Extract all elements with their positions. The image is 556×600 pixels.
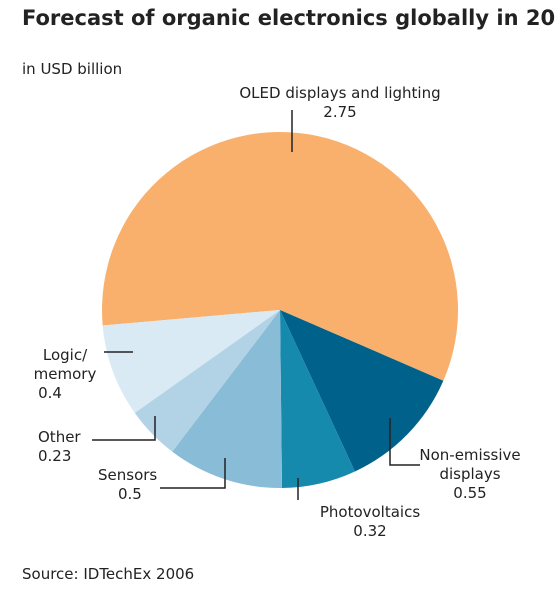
source: Source: IDTechEx 2006: [22, 565, 195, 583]
value-label: 0.55: [453, 484, 487, 502]
leader-line: [160, 458, 226, 489]
value-label: 0.23: [38, 447, 72, 465]
subtitle: in USD billion: [22, 60, 123, 78]
value-label: 0.4: [38, 384, 62, 402]
pie-slice: [172, 310, 282, 488]
chart-title: Forecast of organic electronics globally…: [22, 6, 556, 30]
slice-label: Other: [38, 428, 81, 446]
value-label: 2.75: [323, 103, 357, 121]
slice-label: Logic/ memory: [33, 346, 97, 383]
value-label: 0.5: [118, 485, 142, 503]
slice-label: OLED displays and lighting: [239, 84, 441, 102]
leader-line: [92, 416, 156, 441]
pie-slice: [102, 132, 458, 381]
pie-slice: [280, 310, 444, 472]
slice-label: Photovoltaics: [319, 503, 421, 521]
leader-line: [389, 418, 420, 466]
value-label: 0.32: [353, 522, 387, 540]
pie-slice: [102, 310, 281, 413]
pie-slice: [134, 310, 280, 452]
slice-label: Non-emissive displays: [419, 446, 521, 483]
pie-slice: [280, 310, 355, 488]
slice-label: Sensors: [98, 466, 158, 484]
